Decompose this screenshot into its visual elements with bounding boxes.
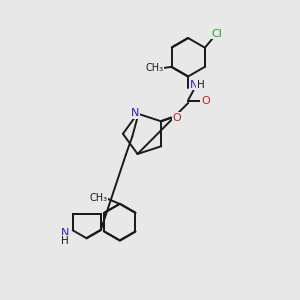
Text: N: N [131,108,140,118]
Text: O: O [172,113,181,123]
Text: N: N [189,80,198,90]
Text: N: N [61,228,70,238]
Text: CH₃: CH₃ [146,63,164,73]
Text: H: H [197,80,205,90]
Text: Cl: Cl [211,28,222,38]
Text: CH₃: CH₃ [89,193,107,203]
Text: H: H [61,236,69,245]
Text: O: O [201,96,210,106]
